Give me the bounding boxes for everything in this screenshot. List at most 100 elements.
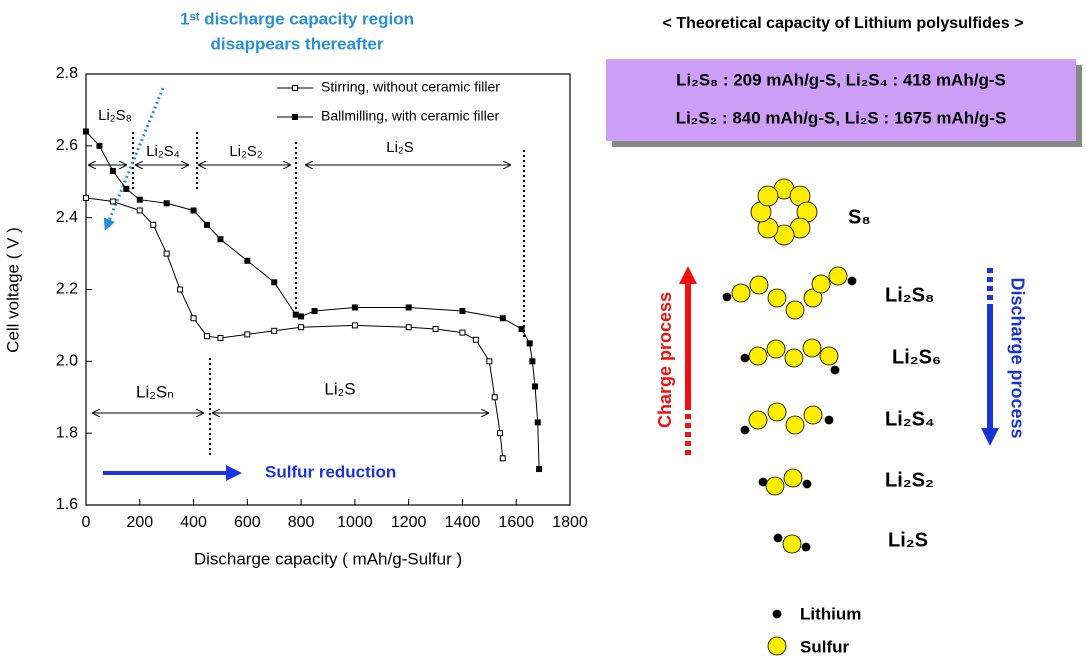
x-tick-label: 1200 (391, 514, 427, 531)
data-point (109, 167, 116, 174)
data-point (177, 286, 184, 293)
data-point (244, 257, 251, 264)
annotation-title: 1ˢᵗ discharge capacity region (180, 9, 414, 28)
molecule-li2s6 (740, 338, 840, 375)
data-point (491, 394, 498, 401)
data-point (529, 358, 536, 365)
y-tick-label: 2.0 (56, 353, 78, 370)
annotation: Sulfur reduction (265, 462, 396, 481)
molecule-li2s2 (758, 468, 812, 496)
data-point (204, 333, 210, 340)
x-tick-label: 400 (180, 514, 207, 531)
data-point (136, 207, 143, 214)
species-label: Li₂S₄ (885, 408, 935, 430)
legend-label: Lithium (800, 604, 861, 623)
region-label: Li₂S₈ (98, 107, 132, 124)
x-tick-label: 0 (82, 514, 91, 531)
data-point (136, 196, 143, 203)
data-point (351, 304, 358, 311)
data-point (109, 198, 116, 205)
data-point (96, 142, 103, 149)
legend-marker (292, 114, 298, 120)
data-point (486, 358, 493, 365)
region-dividers (132, 132, 525, 458)
x-tick-label: 600 (234, 514, 261, 531)
data-point (536, 466, 543, 473)
data-point (534, 419, 541, 426)
data-point (351, 322, 358, 329)
legend-label: Ballmilling, with ceramic filler (321, 108, 499, 124)
data-point (298, 313, 305, 320)
data-point (472, 336, 479, 343)
capacity-arrow (103, 87, 165, 231)
species-label: S₈ (848, 206, 871, 228)
y-axis-label: Cell voltage ( V ) (3, 227, 22, 353)
data-point (405, 304, 412, 311)
y-tick-label: 2.8 (56, 65, 78, 82)
legend-label: Sulfur (800, 637, 849, 656)
data-point (163, 200, 170, 207)
y-tick-label: 2.4 (56, 209, 78, 226)
region-label: Li₂S₄ (146, 143, 180, 160)
species-label: Li₂S₂ (885, 469, 934, 491)
box-row: Li₂S₈ : 209 mAh/g-S, Li₂S₄ : 418 mAh/g-S (676, 70, 1006, 89)
data-point (244, 331, 251, 338)
x-tick-label: 1400 (445, 514, 481, 531)
data-point (311, 308, 318, 315)
molecule-li2s4 (740, 402, 834, 435)
data-point (83, 194, 89, 201)
data-point (217, 334, 224, 341)
series-line (85, 197, 504, 459)
data-point (271, 279, 278, 286)
legend-lithium-dot (772, 609, 782, 619)
x-tick-label: 800 (288, 514, 315, 531)
box-title: < Theoretical capacity of Lithium polysu… (663, 15, 1024, 32)
species-label: Li₂S₈ (885, 284, 934, 306)
region-label: Li₂S₂ (229, 143, 263, 160)
box-row: Li₂S₂ : 840 mAh/g-S, Li₂S : 1675 mAh/g-S (676, 108, 1007, 127)
data-point (150, 221, 157, 228)
data-point (499, 315, 506, 322)
species-labels: S₈ Li₂S₈ Li₂S₆ Li₂S₄ Li₂S₂ Li₂S (848, 206, 941, 551)
data-point (298, 324, 305, 331)
data-point (190, 207, 197, 214)
data-point (405, 324, 412, 331)
x-tick-label: 1800 (552, 514, 588, 531)
discharge-label: Discharge process (1007, 277, 1027, 438)
region-label: Li₂Sₙ (136, 382, 174, 401)
data-point (526, 340, 533, 347)
molecule-li2s8 (722, 266, 857, 320)
charge-label: Charge process (655, 292, 675, 428)
data-point (292, 311, 299, 318)
x-tick-label: 1000 (337, 514, 373, 531)
data-point (518, 326, 525, 333)
plot-frame (85, 73, 571, 506)
data-point (163, 250, 170, 257)
y-tick-label: 2.2 (56, 281, 78, 298)
data-point (532, 383, 539, 390)
species-label: Li₂S (888, 529, 928, 551)
x-tick-label: 200 (126, 514, 153, 531)
data-point (83, 128, 89, 135)
region-label: Li₂S (386, 139, 414, 156)
x-tick-label: 1600 (498, 514, 534, 531)
legend-label: Stirring, without ceramic filler (321, 79, 500, 95)
y-tick-label: 2.6 (56, 137, 78, 154)
data-point (499, 455, 506, 462)
annotation-title: disappears thereafter (211, 34, 384, 53)
x-axis-label: Discharge capacity ( mAh/g-Sulfur ) (194, 549, 462, 568)
data-point (432, 326, 439, 333)
legend-marker (292, 85, 298, 91)
data-point (204, 221, 210, 228)
data-point (497, 430, 504, 437)
y-tick-label: 1.8 (56, 424, 78, 441)
species-diagram (722, 178, 857, 656)
data-point (190, 315, 197, 322)
legend: Stirring, without ceramic filler Ballmill… (277, 79, 500, 124)
species-label: Li₂S₆ (892, 346, 941, 368)
capacity-box: < Theoretical capacity of Lithium polysu… (606, 15, 1082, 147)
data-point (271, 327, 278, 334)
legend-sulfur-dot (767, 636, 787, 656)
data-point (459, 329, 466, 336)
